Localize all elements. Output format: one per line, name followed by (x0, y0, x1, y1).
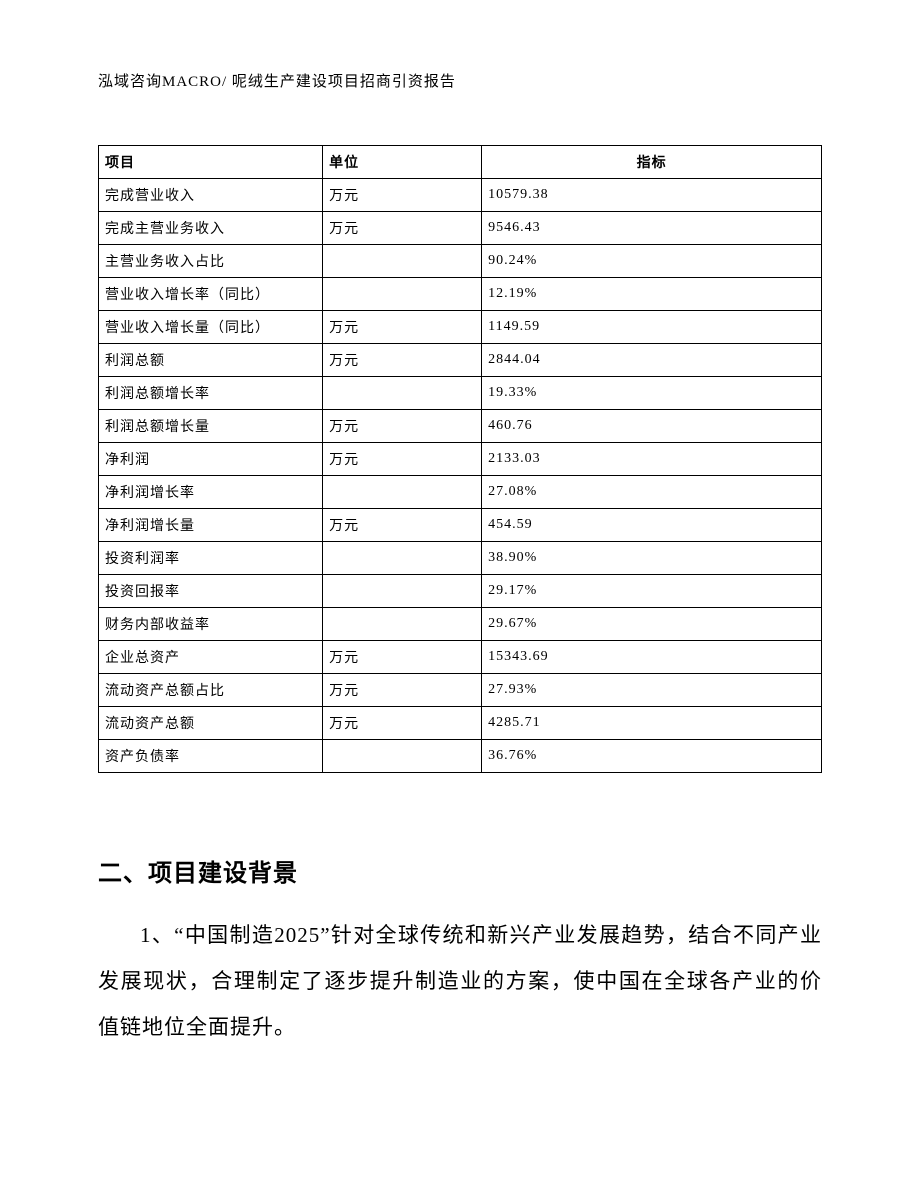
cell-item: 利润总额增长率 (99, 377, 323, 410)
table-row: 主营业务收入占比 90.24% (99, 245, 822, 278)
page-header: 泓域咨询MACRO/ 呢绒生产建设项目招商引资报告 (98, 70, 822, 91)
table-row: 净利润万元2133.03 (99, 443, 822, 476)
cell-unit (323, 476, 482, 509)
cell-value: 29.67% (482, 608, 822, 641)
cell-unit (323, 278, 482, 311)
cell-item: 利润总额增长量 (99, 410, 323, 443)
cell-unit (323, 740, 482, 773)
cell-value: 19.33% (482, 377, 822, 410)
cell-item: 投资回报率 (99, 575, 323, 608)
cell-value: 454.59 (482, 509, 822, 542)
cell-value: 27.08% (482, 476, 822, 509)
table-row: 利润总额万元2844.04 (99, 344, 822, 377)
cell-value: 4285.71 (482, 707, 822, 740)
cell-unit: 万元 (323, 707, 482, 740)
table-row: 企业总资产万元15343.69 (99, 641, 822, 674)
indicator-table: 项目 单位 指标 完成营业收入万元10579.38完成主营业务收入万元9546.… (98, 145, 822, 773)
col-header-item: 项目 (99, 146, 323, 179)
table-row: 利润总额增长率 19.33% (99, 377, 822, 410)
cell-item: 净利润增长率 (99, 476, 323, 509)
cell-value: 27.93% (482, 674, 822, 707)
cell-item: 完成营业收入 (99, 179, 323, 212)
cell-value: 10579.38 (482, 179, 822, 212)
cell-item: 流动资产总额占比 (99, 674, 323, 707)
section-paragraph: 1、“中国制造2025”针对全球传统和新兴产业发展趋势，结合不同产业发展现状，合… (98, 912, 822, 1051)
cell-value: 38.90% (482, 542, 822, 575)
cell-unit: 万元 (323, 212, 482, 245)
cell-item: 营业收入增长率（同比） (99, 278, 323, 311)
table-header-row: 项目 单位 指标 (99, 146, 822, 179)
cell-value: 460.76 (482, 410, 822, 443)
cell-unit: 万元 (323, 674, 482, 707)
cell-value: 2133.03 (482, 443, 822, 476)
table-row: 流动资产总额占比万元27.93% (99, 674, 822, 707)
cell-value: 9546.43 (482, 212, 822, 245)
cell-unit (323, 377, 482, 410)
cell-item: 企业总资产 (99, 641, 323, 674)
cell-unit: 万元 (323, 410, 482, 443)
table-row: 完成主营业务收入万元9546.43 (99, 212, 822, 245)
cell-unit: 万元 (323, 344, 482, 377)
cell-value: 90.24% (482, 245, 822, 278)
cell-item: 投资利润率 (99, 542, 323, 575)
cell-item: 主营业务收入占比 (99, 245, 323, 278)
cell-item: 财务内部收益率 (99, 608, 323, 641)
table-row: 营业收入增长量（同比）万元1149.59 (99, 311, 822, 344)
cell-value: 2844.04 (482, 344, 822, 377)
cell-value: 36.76% (482, 740, 822, 773)
table-row: 投资回报率 29.17% (99, 575, 822, 608)
cell-item: 净利润 (99, 443, 323, 476)
cell-unit (323, 608, 482, 641)
table-row: 完成营业收入万元10579.38 (99, 179, 822, 212)
cell-unit (323, 575, 482, 608)
cell-item: 净利润增长量 (99, 509, 323, 542)
table-row: 投资利润率 38.90% (99, 542, 822, 575)
col-header-indicator: 指标 (482, 146, 822, 179)
cell-value: 29.17% (482, 575, 822, 608)
cell-item: 流动资产总额 (99, 707, 323, 740)
cell-unit (323, 542, 482, 575)
cell-value: 12.19% (482, 278, 822, 311)
table-row: 流动资产总额万元4285.71 (99, 707, 822, 740)
table-row: 利润总额增长量万元460.76 (99, 410, 822, 443)
section-heading: 二、项目建设背景 (98, 853, 822, 888)
cell-unit: 万元 (323, 179, 482, 212)
table-row: 营业收入增长率（同比） 12.19% (99, 278, 822, 311)
cell-item: 资产负债率 (99, 740, 323, 773)
col-header-unit: 单位 (323, 146, 482, 179)
cell-unit: 万元 (323, 311, 482, 344)
cell-item: 完成主营业务收入 (99, 212, 323, 245)
cell-value: 15343.69 (482, 641, 822, 674)
cell-unit (323, 245, 482, 278)
cell-unit: 万元 (323, 509, 482, 542)
cell-value: 1149.59 (482, 311, 822, 344)
table-row: 净利润增长率 27.08% (99, 476, 822, 509)
table-row: 财务内部收益率 29.67% (99, 608, 822, 641)
table-row: 净利润增长量万元454.59 (99, 509, 822, 542)
cell-unit: 万元 (323, 443, 482, 476)
cell-item: 营业收入增长量（同比） (99, 311, 323, 344)
cell-item: 利润总额 (99, 344, 323, 377)
table-row: 资产负债率 36.76% (99, 740, 822, 773)
cell-unit: 万元 (323, 641, 482, 674)
